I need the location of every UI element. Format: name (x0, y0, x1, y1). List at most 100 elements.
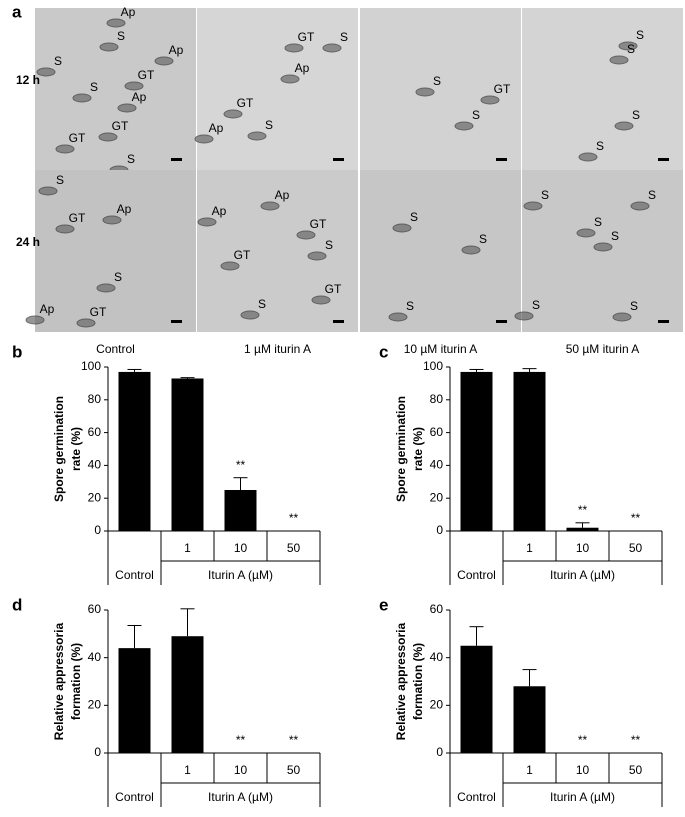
cell (194, 134, 214, 144)
cell (223, 109, 243, 119)
cell-label: Ap (209, 121, 224, 135)
y-tick-label: 60 (88, 425, 102, 439)
y-axis-label: formation (%) (69, 643, 83, 720)
x-tick-label: Control (457, 790, 496, 804)
cell (576, 228, 596, 238)
cell (618, 41, 638, 51)
cell-label: Ap (212, 204, 227, 218)
y-axis-label: formation (%) (411, 643, 425, 720)
group-label: Iturin A (µM) (550, 790, 615, 804)
x-tick-label: 10 (576, 541, 590, 555)
cell-label: GT (237, 96, 254, 110)
y-axis-label: rate (%) (411, 427, 425, 471)
x-tick-label: 50 (629, 763, 643, 777)
significance: ** (289, 733, 299, 747)
cell (307, 251, 327, 261)
x-tick-label: 50 (629, 541, 643, 555)
y-tick-label: 0 (94, 745, 101, 759)
cell-label: S (433, 74, 441, 88)
group-label: Iturin A (µM) (208, 790, 273, 804)
micrograph (522, 8, 683, 170)
x-tick-label: 1 (184, 541, 191, 555)
cell-label: S (594, 215, 602, 229)
cell (55, 144, 75, 154)
cell (523, 201, 543, 211)
column-label: Control (96, 342, 135, 356)
y-tick-label: 80 (88, 392, 102, 406)
cell (392, 223, 412, 233)
micrograph (360, 8, 521, 170)
cell (102, 215, 122, 225)
cell (55, 224, 75, 234)
cell-label: S (648, 188, 656, 202)
significance: ** (289, 511, 299, 525)
cell-label: GT (298, 30, 315, 44)
cell (454, 121, 474, 131)
y-tick-label: 40 (88, 458, 102, 472)
column-label: 50 µM iturin A (566, 342, 640, 356)
micrograph (35, 170, 196, 332)
cell (36, 67, 56, 77)
cell-label: S (611, 229, 619, 243)
cell (220, 261, 240, 271)
cell-label: GT (325, 282, 342, 296)
significance: ** (631, 733, 641, 747)
cell-label: S (325, 238, 333, 252)
x-tick-label: Control (115, 568, 154, 582)
cell-label: GT (90, 305, 107, 319)
cell (260, 201, 280, 211)
bar (513, 686, 546, 753)
cell (612, 312, 632, 322)
micrograph (197, 170, 358, 332)
y-axis-label: Relative appressoria (394, 622, 408, 740)
scale-bar (496, 320, 507, 323)
panel-letter: b (12, 342, 22, 361)
cell (72, 93, 92, 103)
cell-label: S (90, 80, 98, 94)
cell (578, 152, 598, 162)
cell (514, 311, 534, 321)
y-tick-label: 0 (436, 523, 443, 537)
scale-bar (333, 158, 344, 161)
group-label: Iturin A (µM) (208, 568, 273, 582)
bar (224, 490, 257, 531)
cell-label: S (627, 42, 635, 56)
cell (461, 245, 481, 255)
cell-label: S (340, 30, 348, 44)
scale-bar (171, 158, 182, 161)
group-label: Iturin A (µM) (550, 568, 615, 582)
bar (513, 371, 546, 531)
row-label: 12 h (16, 73, 40, 87)
scale-bar (171, 320, 182, 323)
cell-label: S (258, 297, 266, 311)
bar (171, 378, 204, 531)
y-tick-label: 40 (430, 650, 444, 664)
cell-label: GT (234, 248, 251, 262)
cell-label: Ap (275, 188, 290, 202)
significance: ** (631, 511, 641, 525)
y-tick-label: 20 (430, 490, 444, 504)
cell-label: Ap (169, 43, 184, 57)
cell-label: S (406, 299, 414, 313)
bar (171, 636, 204, 753)
cell-label: S (479, 232, 487, 246)
x-tick-label: 1 (526, 541, 533, 555)
micrograph (35, 8, 196, 170)
cell (311, 295, 331, 305)
x-tick-label: Control (115, 790, 154, 804)
cell-label: Ap (132, 90, 147, 104)
bar (118, 371, 151, 531)
cell (99, 42, 119, 52)
x-tick-label: 10 (576, 763, 590, 777)
cell (296, 230, 316, 240)
y-axis-label: rate (%) (69, 427, 83, 471)
micrograph (360, 170, 521, 332)
cell-label: Ap (40, 302, 55, 316)
cell-label: S (636, 28, 644, 42)
significance: ** (236, 458, 246, 472)
cell-label: S (54, 54, 62, 68)
cell (593, 242, 613, 252)
cell-label: GT (310, 217, 327, 231)
cell (96, 283, 116, 293)
bar (566, 527, 599, 531)
